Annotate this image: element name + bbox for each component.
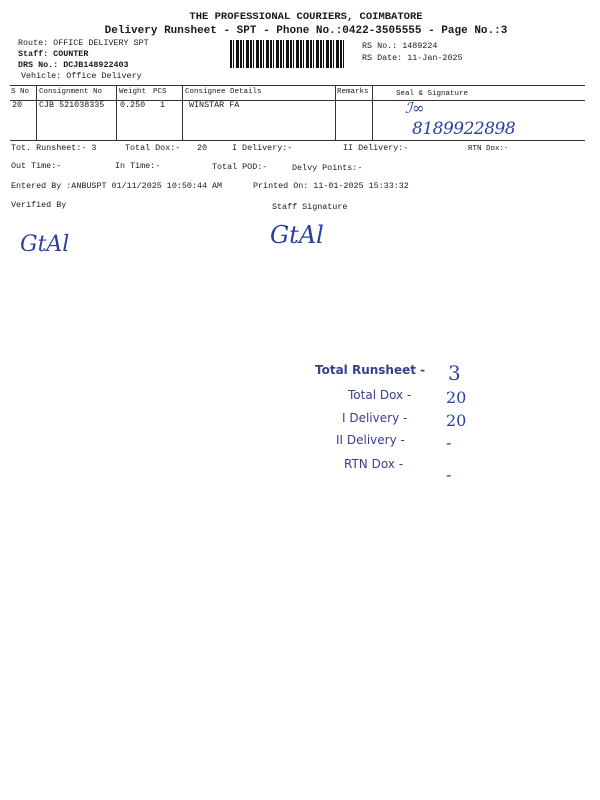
tot-runsheet: Tot. Runsheet:- 3 xyxy=(11,143,97,153)
stamp-value-ii-delivery: - xyxy=(446,433,452,452)
header-signature: Seal & Signature xyxy=(396,90,469,98)
verified-by: Verified By xyxy=(11,200,67,210)
cell-consignee: WINSTAR FA xyxy=(189,100,240,110)
ii-delivery: II Delivery:- xyxy=(343,143,409,153)
printed-on: Printed On: 11-01-2025 15:33:32 xyxy=(253,181,409,191)
cell-weight: 0.250 xyxy=(120,100,146,110)
rtn-dox: RTN Dox:- xyxy=(468,145,509,153)
cell-pcs: 1 xyxy=(160,100,166,110)
cell-sno: 20 xyxy=(12,100,23,110)
rs-no: RS No.: 1489224 xyxy=(362,41,438,51)
stamp-ii-delivery: II Delivery - xyxy=(336,433,405,447)
rs-date: RS Date: 11-Jan-2025 xyxy=(362,53,463,63)
route: Route: OFFICE DELIVERY SPT xyxy=(18,38,149,48)
staff-signature: GtAl xyxy=(270,221,324,249)
header-sno: S No xyxy=(11,88,30,96)
total-dox-value: 20 xyxy=(197,143,208,153)
drs-no: DRS No.: DCJB148922403 xyxy=(18,60,129,70)
barcode xyxy=(230,40,345,68)
stamp-rtn-dox: RTN Dox - xyxy=(344,457,404,471)
header-consignment: Consignment No xyxy=(39,88,103,96)
verified-signature: GtAl xyxy=(20,232,70,257)
handwritten-phone: 8189922898 xyxy=(412,119,516,139)
stamp-value-runsheet: 3 xyxy=(448,361,461,385)
entered-by: Entered By :ANBUSPT 01/11/2025 10:50:44 … xyxy=(11,181,223,191)
vehicle: Vehicle: Office Delivery xyxy=(21,71,142,81)
header-weight: Weight xyxy=(119,88,147,96)
stamp-value-rtn-dox: - xyxy=(446,465,452,484)
header-remarks: Remarks xyxy=(337,88,369,96)
header-consignee: Consignee Details xyxy=(185,88,262,96)
total-pod: Total POD:- xyxy=(212,162,268,172)
stamp-value-i-delivery: 20 xyxy=(446,411,467,430)
out-time: Out Time:- xyxy=(11,161,62,171)
i-delivery: I Delivery:- xyxy=(232,143,293,153)
delvy-points: Delvy Points:- xyxy=(292,163,363,173)
cell-consignment: CJB 521038335 xyxy=(39,100,105,110)
stamp-total-dox: Total Dox - xyxy=(348,388,412,402)
company-title: THE PROFESSIONAL COURIERS, COIMBATORE xyxy=(189,11,423,23)
stamp-total-runsheet: Total Runsheet - xyxy=(315,363,426,377)
runsheet-subtitle: Delivery Runsheet - SPT - Phone No.:0422… xyxy=(104,25,508,37)
stamp-value-dox: 20 xyxy=(446,388,467,407)
signature-scribble: ℐ∞ xyxy=(405,99,425,117)
in-time: In Time:- xyxy=(115,161,161,171)
staff: Staff: COUNTER xyxy=(18,49,89,59)
staff-signature-label: Staff Signature xyxy=(272,202,348,212)
header-pcs: PCS xyxy=(153,88,167,96)
stamp-i-delivery: I Delivery - xyxy=(342,411,408,425)
total-dox: Total Dox:- xyxy=(125,143,181,153)
